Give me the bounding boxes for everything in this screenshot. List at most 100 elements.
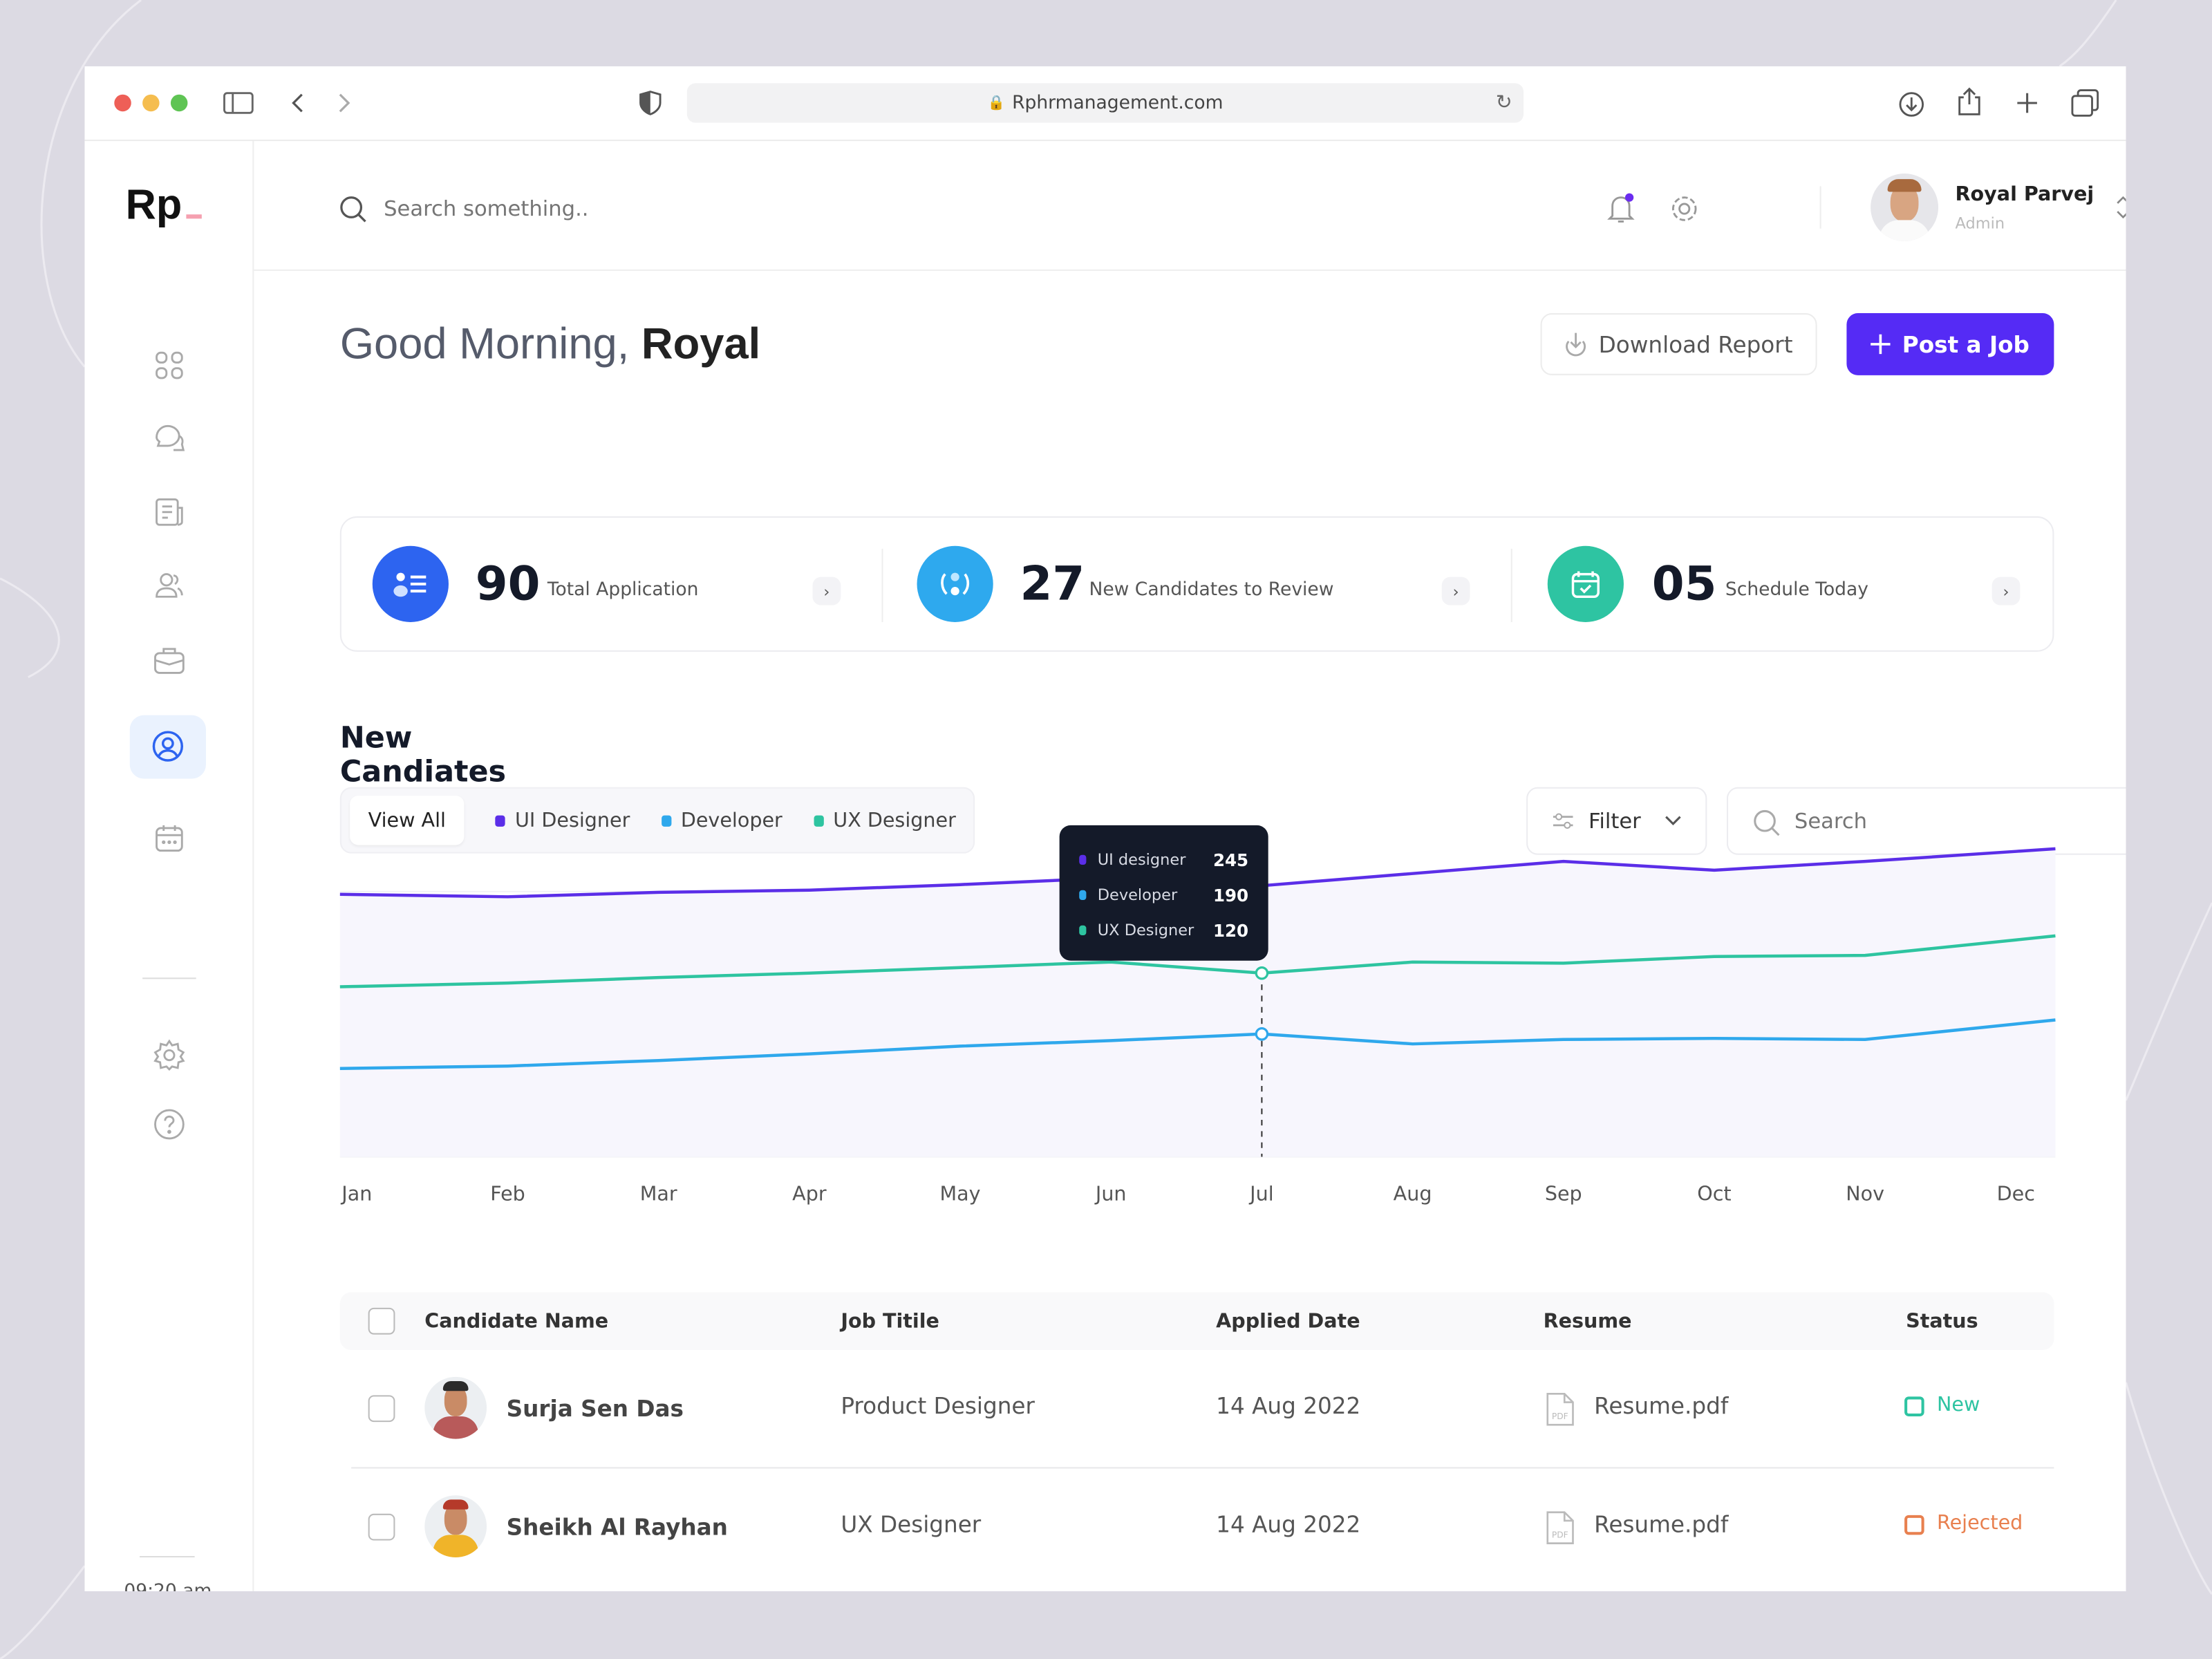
global-search-input[interactable] bbox=[384, 189, 948, 229]
row-checkbox[interactable] bbox=[368, 1513, 395, 1541]
bell-icon[interactable] bbox=[1606, 192, 1638, 226]
filter-dropdown[interactable]: Filter bbox=[1526, 787, 1707, 855]
x-tick-label: Dec bbox=[1997, 1182, 2035, 1206]
user-avatar[interactable] bbox=[1871, 174, 1939, 241]
x-tick-label: Mar bbox=[640, 1182, 677, 1206]
svg-text:PDF: PDF bbox=[1552, 1412, 1568, 1421]
list-user-icon bbox=[393, 572, 427, 597]
tabs-overview-icon[interactable] bbox=[2071, 89, 2099, 118]
stat-label: Total Application bbox=[547, 579, 699, 601]
chat-icon[interactable] bbox=[152, 422, 186, 456]
help-icon[interactable] bbox=[152, 1107, 186, 1141]
gear-icon[interactable] bbox=[152, 1038, 186, 1072]
x-tick-label: Feb bbox=[490, 1182, 525, 1206]
sidebar-item-candidates-active[interactable] bbox=[129, 715, 206, 779]
select-all-checkbox[interactable] bbox=[368, 1307, 395, 1335]
minimize-window-button[interactable] bbox=[142, 94, 160, 112]
logo[interactable]: Rp bbox=[126, 182, 202, 229]
calendar-check-icon bbox=[1571, 571, 1600, 598]
x-tick-label: Sep bbox=[1545, 1182, 1582, 1206]
download-report-button[interactable]: Download Report bbox=[1540, 313, 1817, 375]
user-name: Royal Parvej bbox=[1955, 183, 2094, 206]
status-badge: Rejected bbox=[1937, 1512, 2023, 1535]
status-badge: New bbox=[1937, 1394, 1980, 1416]
x-tick-label: May bbox=[940, 1182, 981, 1206]
resume-link[interactable]: Resume.pdf bbox=[1594, 1510, 1729, 1538]
x-tick-label: Apr bbox=[792, 1182, 827, 1206]
refresh-user-icon bbox=[941, 572, 970, 596]
briefcase-icon[interactable] bbox=[152, 644, 186, 677]
close-window-button[interactable] bbox=[114, 94, 131, 112]
status-indicator bbox=[1904, 1396, 1924, 1416]
tab-view-all[interactable]: View All bbox=[350, 796, 465, 845]
column-header[interactable]: Resume bbox=[1543, 1310, 1632, 1333]
maximize-window-button[interactable] bbox=[170, 94, 188, 112]
back-icon[interactable] bbox=[289, 92, 306, 115]
stat-value: 05 bbox=[1651, 556, 1717, 611]
sidebar: 09:20 am bbox=[84, 141, 254, 1591]
tooltip-label: UI designer bbox=[1097, 850, 1186, 870]
chart-tooltip: UI designer 245 Developer 190 UX Designer 120 bbox=[1059, 825, 1268, 961]
tab-ui-designer[interactable]: UI Designer bbox=[495, 809, 630, 832]
stat-divider bbox=[881, 548, 883, 622]
row-checkbox[interactable] bbox=[368, 1395, 395, 1423]
legend-dot bbox=[1079, 925, 1087, 936]
sliders-icon bbox=[1553, 813, 1573, 829]
tooltip-label: Developer bbox=[1097, 885, 1178, 905]
chevron-updown-icon[interactable] bbox=[2113, 194, 2126, 222]
column-header[interactable]: Status bbox=[1906, 1310, 1978, 1333]
plus-icon bbox=[1871, 334, 1891, 355]
document-icon[interactable] bbox=[152, 495, 186, 529]
tooltip-value: 245 bbox=[1212, 850, 1249, 870]
users-icon[interactable] bbox=[152, 568, 186, 602]
chevron-down-icon bbox=[1665, 816, 1681, 825]
header-divider bbox=[1819, 186, 1821, 229]
reload-icon[interactable]: ↻ bbox=[1495, 91, 1512, 115]
column-header[interactable]: Applied Date bbox=[1216, 1310, 1360, 1333]
tab-developer[interactable]: Developer bbox=[661, 809, 782, 832]
address-bar[interactable]: 🔒 Rphrmanagement.com ↻ bbox=[686, 83, 1524, 123]
stat-chevron-button[interactable]: › bbox=[812, 577, 841, 606]
shield-icon[interactable] bbox=[639, 91, 662, 116]
table-header: Candidate Name Job Titile Applied Date R… bbox=[339, 1292, 2054, 1351]
legend-dot bbox=[1079, 890, 1087, 901]
user-role: Admin bbox=[1955, 214, 2005, 233]
calendar-icon[interactable] bbox=[152, 821, 186, 855]
tooltip-value: 120 bbox=[1212, 920, 1249, 941]
settings-icon[interactable] bbox=[1669, 194, 1700, 225]
category-tabs: View All UI Designer Developer UX Design… bbox=[339, 787, 975, 854]
post-job-button[interactable]: Post a Job bbox=[1846, 313, 2054, 375]
stat-chevron-button[interactable]: › bbox=[1441, 577, 1470, 606]
table-row[interactable]: Sheikh Al Rayhan UX Designer 14 Aug 2022… bbox=[340, 1473, 2054, 1583]
column-header[interactable]: Candidate Name bbox=[424, 1310, 609, 1333]
search-icon bbox=[1754, 809, 1780, 836]
stat-label: New Candidates to Review bbox=[1089, 579, 1334, 601]
stat-chevron-button[interactable]: › bbox=[1991, 577, 2021, 606]
forward-icon[interactable] bbox=[336, 92, 353, 115]
x-tick-label: Aug bbox=[1394, 1182, 1432, 1206]
tooltip-label: UX Designer bbox=[1097, 921, 1194, 940]
candidate-name[interactable]: Sheikh Al Rayhan bbox=[506, 1513, 728, 1541]
grid-icon[interactable] bbox=[152, 348, 186, 382]
table-row[interactable]: Surja Sen Das Product Designer 14 Aug 20… bbox=[340, 1354, 2054, 1464]
candidate-search[interactable] bbox=[1726, 787, 2126, 855]
candidate-name[interactable]: Surja Sen Das bbox=[506, 1395, 684, 1423]
greeting: Good Morning, Royal bbox=[339, 319, 761, 368]
candidate-avatar bbox=[424, 1376, 487, 1439]
tab-ux-designer[interactable]: UX Designer bbox=[813, 809, 956, 832]
candidate-search-input[interactable] bbox=[1794, 804, 2119, 838]
share-icon[interactable] bbox=[1957, 86, 1983, 117]
download-icon[interactable] bbox=[1897, 91, 1926, 119]
browser-window: 🔒 Rphrmanagement.com ↻ Rp Royal Parvej Adm… bbox=[84, 66, 2126, 1592]
status-indicator bbox=[1904, 1515, 1924, 1535]
sidebar-toggle-icon[interactable] bbox=[223, 92, 254, 115]
stat-divider bbox=[1510, 548, 1512, 622]
column-header[interactable]: Job Titile bbox=[841, 1310, 939, 1333]
candidates-line-chart[interactable]: Jan Feb Mar Apr May Jun Jul Aug Sep Oct Nov Dec bbox=[84, 66, 2126, 1237]
new-tab-icon[interactable] bbox=[2016, 92, 2038, 115]
applied-date: 14 Aug 2022 bbox=[1216, 1510, 1361, 1538]
pdf-file-icon: PDF bbox=[1546, 1511, 1574, 1544]
resume-link[interactable]: Resume.pdf bbox=[1594, 1392, 1729, 1420]
stats-card: 90 Total Application › 27 New Candidates… bbox=[339, 516, 2054, 652]
